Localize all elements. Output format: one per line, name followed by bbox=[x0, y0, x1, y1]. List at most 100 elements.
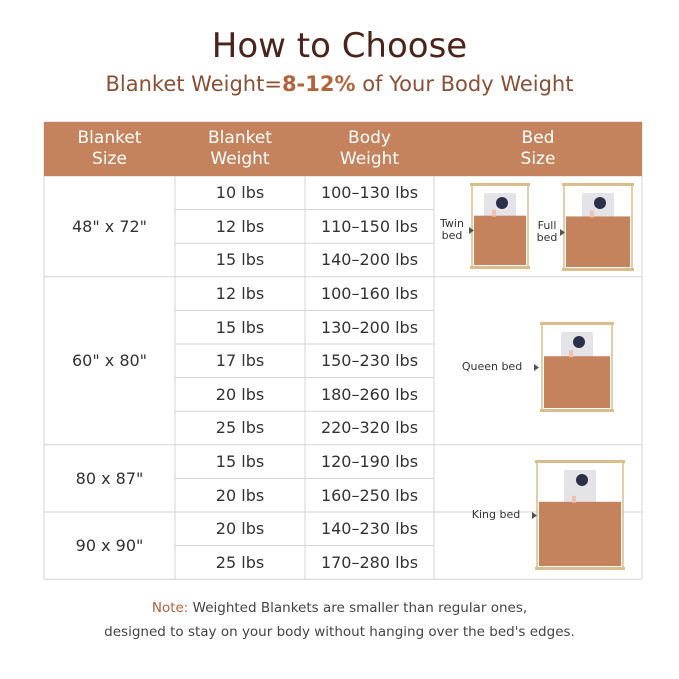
title: How to Choose bbox=[211, 26, 468, 66]
weight-text: 12 lbs bbox=[215, 216, 265, 236]
arrow bbox=[534, 364, 539, 371]
body-weight: 150–230 lbs bbox=[305, 344, 434, 378]
bed-label-line: Twin bbox=[440, 217, 464, 230]
weight-text: 25 lbs bbox=[215, 418, 265, 438]
bed-label-line: bed bbox=[441, 229, 463, 242]
blanket bbox=[539, 501, 621, 566]
body-text: 100–130 lbs bbox=[320, 183, 419, 203]
body-weight: 220–320 lbs bbox=[305, 411, 434, 445]
body-weight: 100–130 lbs bbox=[305, 176, 434, 210]
pillow bbox=[564, 470, 596, 504]
weight-text: 15 lbs bbox=[215, 317, 265, 337]
body-weight: 160–250 lbs bbox=[305, 478, 434, 512]
weight-text: 15 lbs bbox=[215, 250, 265, 270]
bed-label-line: bed bbox=[536, 231, 558, 244]
blanket-weight: 12 lbs bbox=[175, 210, 305, 244]
bed-frame bbox=[562, 268, 634, 271]
body-text: 110–150 lbs bbox=[320, 216, 419, 236]
body-weight: 140–200 lbs bbox=[305, 243, 434, 277]
weight-text: 20 lbs bbox=[215, 384, 265, 404]
bed-label-line: King bed bbox=[471, 508, 521, 521]
head bbox=[573, 336, 585, 348]
bed-label: Queen bed bbox=[452, 361, 532, 373]
arm bbox=[569, 350, 573, 358]
blanket-weight: 25 lbs bbox=[175, 546, 305, 580]
body-text: 150–230 lbs bbox=[320, 351, 419, 371]
header-line: Blanket bbox=[208, 128, 272, 148]
size-text: 90 x 90" bbox=[75, 536, 144, 556]
arm bbox=[590, 210, 594, 218]
bed-frame bbox=[470, 266, 530, 269]
bed-frame bbox=[540, 409, 614, 412]
header-line: Blanket bbox=[77, 128, 142, 148]
size-text: 48" x 72" bbox=[71, 216, 148, 236]
subtitle-highlight: 8-12% bbox=[281, 72, 356, 96]
blanket bbox=[566, 216, 630, 267]
blanket-weight: 20 lbs bbox=[175, 478, 305, 512]
size-text: 80 x 87" bbox=[75, 468, 144, 488]
arrow bbox=[532, 512, 537, 519]
body-weight: 180–260 lbs bbox=[305, 378, 434, 412]
note-line: Weighted Blankets are smaller than regul… bbox=[188, 600, 528, 616]
bed-label-line: Full bbox=[537, 219, 557, 232]
body-text: 180–260 lbs bbox=[320, 384, 419, 404]
weight-text: 20 lbs bbox=[215, 519, 265, 539]
blanket-weight: 17 lbs bbox=[175, 344, 305, 378]
body-text: 140–200 lbs bbox=[320, 250, 419, 270]
blanket-size: 80 x 87" bbox=[44, 445, 175, 512]
blanket-weight: 10 lbs bbox=[175, 176, 305, 210]
body-text: 130–200 lbs bbox=[320, 317, 419, 337]
column-header: Bed Size bbox=[434, 122, 642, 176]
head bbox=[594, 197, 606, 209]
column-header: Blanket Size bbox=[44, 122, 175, 176]
bed-frame bbox=[562, 183, 634, 186]
header-line: Weight bbox=[210, 149, 270, 169]
weight-text: 10 lbs bbox=[215, 183, 265, 203]
arrow bbox=[560, 229, 565, 236]
note: Note: Weighted Blankets are smaller than… bbox=[0, 596, 679, 644]
blanket-size: 90 x 90" bbox=[44, 512, 175, 579]
bed-frame bbox=[535, 460, 625, 463]
arm bbox=[492, 209, 496, 217]
blanket bbox=[544, 356, 610, 408]
blanket bbox=[474, 215, 526, 265]
bed-label: King bed bbox=[462, 509, 530, 521]
body-text: 220–320 lbs bbox=[320, 418, 419, 438]
body-text: 170–280 lbs bbox=[320, 552, 419, 572]
header-line: Weight bbox=[339, 149, 400, 169]
weight-text: 20 lbs bbox=[215, 485, 265, 505]
blanket-size: 48" x 72" bbox=[44, 176, 175, 277]
body-weight: 100–160 lbs bbox=[305, 277, 434, 311]
blanket-weight: 15 lbs bbox=[175, 243, 305, 277]
note-label: Note: bbox=[151, 600, 189, 616]
weight-text: 12 lbs bbox=[215, 284, 265, 304]
header-line: Size bbox=[520, 149, 556, 169]
body-weight: 170–280 lbs bbox=[305, 546, 434, 580]
body-text: 120–190 lbs bbox=[320, 452, 419, 472]
body-text: 160–250 lbs bbox=[320, 485, 419, 505]
arm bbox=[572, 495, 576, 503]
bed-frame bbox=[470, 183, 530, 186]
bed-frame bbox=[535, 567, 625, 570]
subtitle-part: Blanket Weight= bbox=[105, 72, 282, 96]
arrow bbox=[469, 227, 474, 234]
blanket-weight: 25 lbs bbox=[175, 411, 305, 445]
head bbox=[496, 197, 508, 209]
header-line: Bed bbox=[521, 128, 555, 148]
head bbox=[576, 474, 588, 486]
body-text: 100–160 lbs bbox=[320, 284, 419, 304]
note-line: designed to stay on your body without ha… bbox=[104, 624, 575, 640]
bed-frame bbox=[540, 322, 614, 325]
weight-text: 25 lbs bbox=[215, 552, 265, 572]
body-text: 140–230 lbs bbox=[320, 519, 419, 539]
body-weight: 110–150 lbs bbox=[305, 210, 434, 244]
body-weight: 120–190 lbs bbox=[305, 445, 434, 479]
weight-text: 17 lbs bbox=[215, 351, 265, 371]
body-weight: 140–230 lbs bbox=[305, 512, 434, 546]
blanket-weight: 20 lbs bbox=[175, 512, 305, 546]
bed-label-line: Queen bed bbox=[461, 360, 523, 373]
header-line: Body bbox=[348, 128, 391, 148]
bed-label: Twin bed bbox=[437, 218, 467, 242]
size-text: 60" x 80" bbox=[71, 351, 148, 371]
